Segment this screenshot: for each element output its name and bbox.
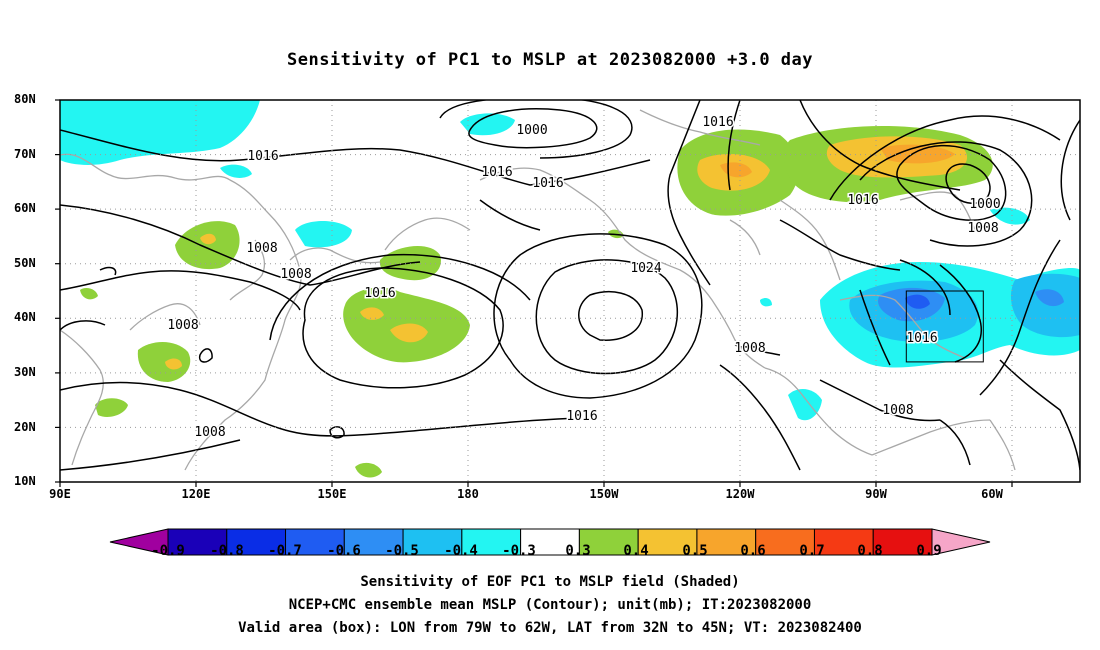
colorbar-label: -0.5	[385, 543, 419, 559]
mslp-contours	[60, 100, 1080, 471]
contour-label: 1000	[969, 197, 1000, 212]
colorbar-label: -0.9	[151, 543, 185, 559]
colorbar-swatch	[578, 528, 639, 556]
lat-label-40n: 40N	[14, 310, 36, 324]
colorbar-label: 0.9	[916, 543, 942, 559]
contour-label: 1016	[364, 286, 395, 301]
colorbar-swatch	[872, 528, 933, 556]
colorbar-label: -0.4	[444, 543, 478, 559]
contour-label: 1008	[194, 425, 225, 440]
coastlines	[60, 109, 1016, 471]
contour-label: 1016	[481, 165, 512, 180]
colorbar-label: 0.3	[565, 543, 591, 559]
footer-line-2: NCEP+CMC ensemble mean MSLP (Contour); u…	[288, 597, 812, 613]
lat-label-50n: 50N	[14, 256, 36, 270]
colorbar-label: 0.7	[799, 543, 825, 559]
lat-label-70n: 70N	[14, 147, 36, 161]
contour-label: 1016	[532, 176, 563, 191]
colorbar	[109, 528, 991, 556]
colorbar-swatch	[285, 528, 345, 556]
colorbar-label: -0.7	[268, 543, 302, 559]
colorbar-label: 0.4	[623, 543, 649, 559]
colorbar-swatch	[696, 528, 757, 556]
lon-label-120w: 120W	[725, 487, 755, 501]
colorbar-swatch	[813, 528, 874, 556]
contour-label: 1016	[847, 193, 878, 208]
contour-label: 1000	[516, 123, 547, 138]
contour-label: 1016	[906, 331, 937, 346]
contour-label: 1008	[882, 403, 913, 418]
negative-sensitivity-shading	[60, 100, 1080, 421]
colorbar-swatch	[520, 528, 580, 556]
colorbar-swatch	[343, 528, 404, 556]
chart-title: Sensitivity of PC1 to MSLP at 2023082000…	[286, 50, 813, 70]
lon-label-150w: 150W	[589, 487, 619, 501]
contour-label: 1008	[167, 318, 198, 333]
contour-label: 1024	[630, 261, 661, 276]
lon-label-90e: 90E	[49, 487, 71, 501]
footer-line-1: Sensitivity of EOF PC1 to MSLP field (Sh…	[360, 574, 740, 590]
valid-area-box	[905, 290, 984, 363]
graticule	[60, 100, 1080, 482]
colorbar-label: 0.5	[682, 543, 708, 559]
colorbar-swatch	[755, 528, 815, 556]
lat-label-20n: 20N	[14, 420, 36, 434]
colorbar-swatch	[461, 528, 522, 556]
footer-line-3: Valid area (box): LON from 79W to 62W, L…	[238, 620, 862, 636]
lon-label-180: 180	[457, 487, 479, 501]
colorbar-label: -0.6	[327, 543, 361, 559]
colorbar-arrow-right	[931, 528, 991, 556]
lat-label-30n: 30N	[14, 365, 36, 379]
lon-label-90w: 90W	[865, 487, 887, 501]
lat-label-10n: 10N	[14, 474, 36, 488]
colorbar-label: 0.6	[740, 543, 766, 559]
map-frame	[59, 99, 1081, 483]
axis-ticks	[55, 99, 1013, 487]
lat-label-80n: 80N	[14, 92, 36, 106]
contour-label: 1008	[246, 241, 277, 256]
contour-label: 1008	[734, 341, 765, 356]
contour-label: 1016	[566, 409, 597, 424]
contour-label: 1016	[702, 115, 733, 130]
lon-label-150e: 150E	[317, 487, 347, 501]
colorbar-label: -0.8	[210, 543, 244, 559]
lon-label-120e: 120E	[181, 487, 211, 501]
colorbar-swatch	[226, 528, 287, 556]
lat-label-60n: 60N	[14, 201, 36, 215]
colorbar-label: -0.3	[502, 543, 536, 559]
contour-label: 1008	[967, 221, 998, 236]
lon-label-60w: 60W	[981, 487, 1003, 501]
contour-label: 1016	[247, 149, 278, 164]
contour-label: 1008	[280, 267, 311, 282]
colorbar-label: 0.8	[857, 543, 883, 559]
